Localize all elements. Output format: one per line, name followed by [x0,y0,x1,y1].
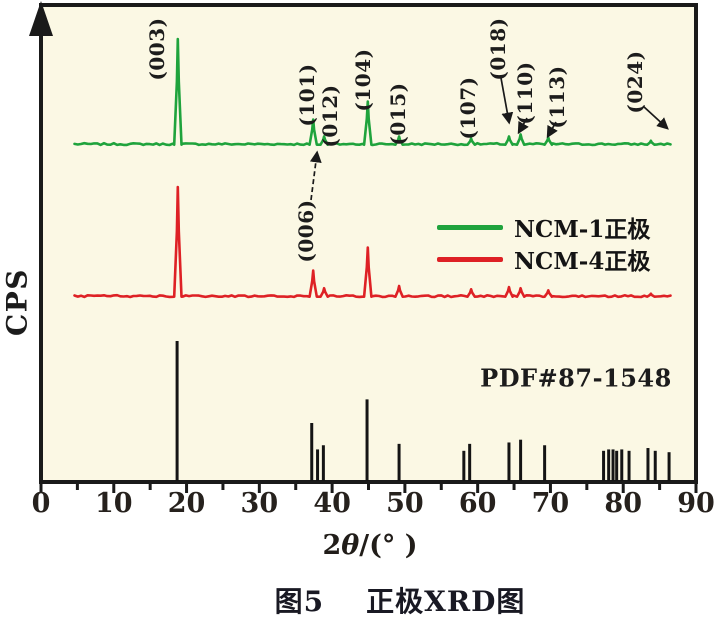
x-tick-label-50: 50 [386,488,424,519]
x-axis-ticks [39,484,698,493]
figure-caption: 图5 正极XRD图 [275,580,526,619]
x-tick-label-90: 90 [677,488,715,519]
peak-label-104: (104) [350,48,375,112]
x-axis-label-theta: θ [341,530,360,561]
x-axis-label-suffix: /(° ) [359,530,418,561]
y-axis-arrowhead-icon [29,1,53,36]
peak-label-107: (107) [456,76,481,140]
x-tick-label-60: 60 [458,488,497,519]
peak-label-012: (012) [317,84,342,148]
legend: NCM-1正极 NCM-4正极 [437,211,650,275]
x-tick-label-20: 20 [167,488,206,519]
reference-pattern-lines [175,341,671,481]
trace-ncm-1 [73,37,672,147]
peak-label-006: (006) [293,199,318,263]
peak-label-018: (018) [486,17,511,81]
x-tick-label-80: 80 [604,488,643,519]
legend-label-ncm-1: NCM-1正极 [514,216,651,243]
x-tick-label-70: 70 [531,488,570,519]
x-axis-label-prefix: 2 [322,530,342,561]
figure-caption-number: 图5 [274,585,325,618]
peak-label-110: (110) [512,61,537,125]
x-tick-label-40: 40 [313,488,351,519]
annotation-arrows [309,77,669,201]
legend-swatch-ncm-1 [437,224,503,230]
x-tick-label-30: 30 [240,488,279,519]
x-axis-label: 2θ/(° ) [322,530,417,561]
peak-label-024: (024) [622,50,647,114]
peak-label-015: (015) [386,82,411,146]
pdf-reference-label: PDF#87-1548 [480,363,672,393]
peak-label-003: (003) [144,17,169,81]
legend-swatch-ncm-4 [437,256,503,262]
x-tick-label-0: 0 [31,488,51,519]
y-axis-label: CPS [0,267,34,337]
legend-row-ncm-4: NCM-4正极 [437,243,650,275]
figure-caption-title: 正极XRD图 [366,585,526,618]
peak-label-113: (113) [544,65,569,129]
legend-label-ncm-4: NCM-4正极 [514,248,651,275]
x-tick-label-10: 10 [94,488,133,519]
trace-ncm-4 [73,185,672,299]
peak-label-101: (101) [294,63,319,127]
legend-row-ncm-1: NCM-1正极 [437,211,650,243]
